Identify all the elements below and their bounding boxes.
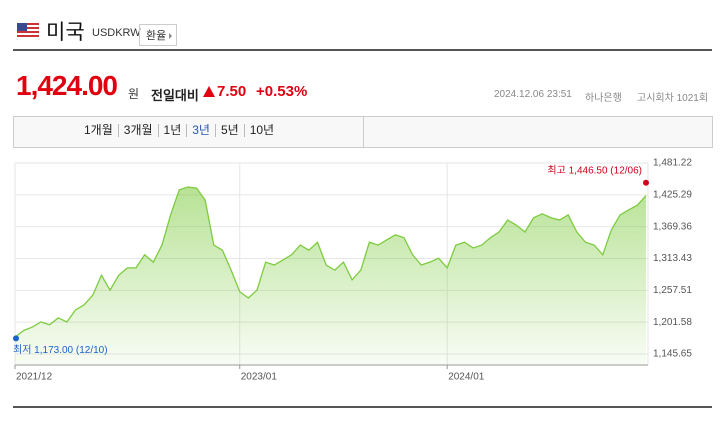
tab[interactable]: 3년	[186, 124, 215, 137]
y-tick-label: 1,201.58	[653, 317, 692, 328]
price: 1,424.00	[16, 70, 118, 101]
bank: 하나은행	[585, 93, 622, 104]
unit: 원	[128, 87, 140, 101]
date: 2024.12.06 23:51	[494, 89, 572, 100]
high-label: 최고 1,446.50 (12/06)	[547, 164, 642, 176]
x-tick-label: 2021/12	[16, 372, 53, 383]
tab[interactable]: 10년	[243, 124, 279, 137]
chart: 1,481.22 1,425.29 1,369.36 1,313.43 1,257.51…	[13, 158, 692, 383]
low-label: 최저 1,173.00 (12/10)	[13, 344, 108, 356]
up-icon	[203, 86, 215, 97]
code: USDKRW	[92, 27, 141, 39]
tab-list: 1개월 3개월 1년 3년 5년 10년	[84, 124, 279, 137]
change: 7.50	[217, 83, 247, 100]
area	[15, 187, 646, 365]
line	[14, 186, 647, 338]
rate-button[interactable]: 환율	[139, 24, 178, 46]
y-tick-label: 1,481.22	[653, 158, 692, 169]
x-tick-label: 2023/01	[241, 372, 278, 383]
tab[interactable]: 1개월	[84, 123, 113, 137]
tab[interactable]: 5년	[214, 124, 244, 137]
change-pct: +0.53%	[256, 83, 308, 100]
y-tick-label: 1,425.29	[653, 189, 692, 200]
flag	[17, 23, 39, 37]
y-tick-label: 1,369.36	[653, 221, 692, 232]
y-tick-label: 1,313.43	[653, 253, 692, 264]
y-tick-label: 1,145.65	[653, 349, 692, 360]
x-tick-label: 2024/01	[448, 372, 485, 383]
high-dot	[643, 179, 649, 186]
tab[interactable]: 3개월	[117, 124, 158, 137]
tab-divider	[363, 116, 364, 147]
tab[interactable]: 1년	[157, 124, 187, 137]
divider	[13, 406, 712, 408]
change-label: 전일대비	[151, 88, 199, 103]
country: 미국	[46, 21, 85, 44]
y-tick-label: 1,257.51	[653, 285, 692, 296]
divider	[13, 49, 712, 51]
low-dot	[13, 335, 19, 342]
round: 고시회차 1021회	[637, 93, 709, 104]
